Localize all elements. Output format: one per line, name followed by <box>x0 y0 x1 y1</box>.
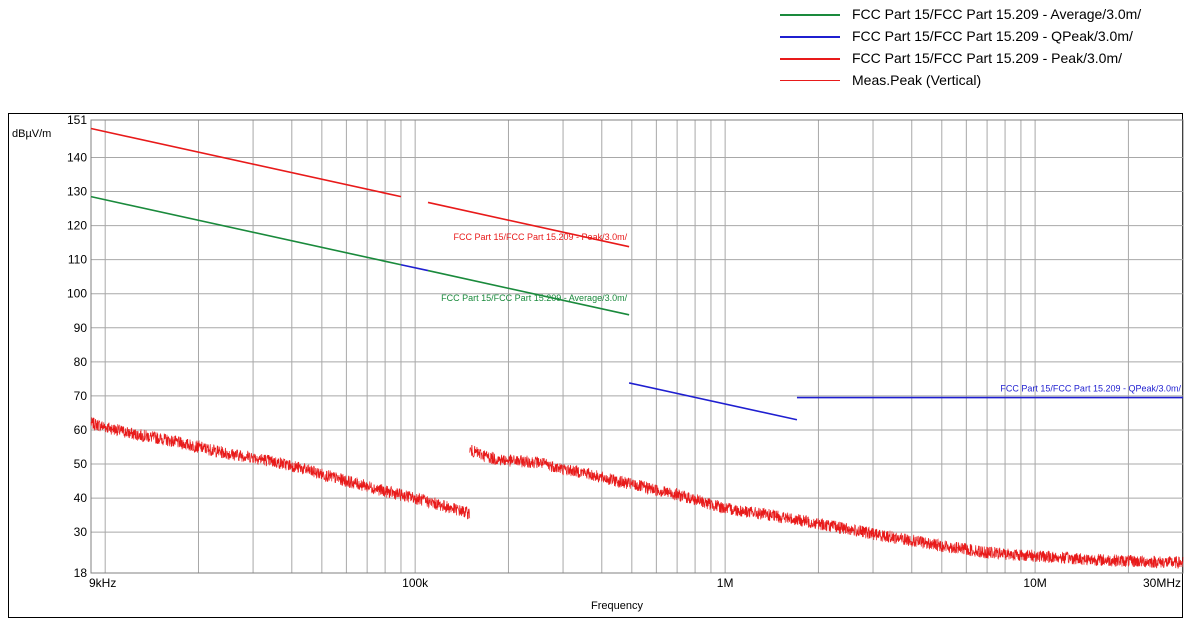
x-tick-label: 9kHz <box>89 576 116 590</box>
limit-line-peak <box>90 127 402 198</box>
y-tick-label: 100 <box>67 287 87 301</box>
legend-swatch <box>780 36 840 38</box>
x-tick-label: 100k <box>402 576 429 590</box>
meas-peak-trace <box>469 445 1184 569</box>
meas-peak-trace <box>90 417 471 520</box>
legend-label: FCC Part 15/FCC Part 15.209 - QPeak/3.0m… <box>852 28 1133 44</box>
y-tick-label: 110 <box>68 253 87 267</box>
legend-entry: FCC Part 15/FCC Part 15.209 - QPeak/3.0m… <box>780 26 1180 48</box>
y-tick-label: 30 <box>74 525 88 539</box>
plot-area-border <box>90 119 1184 574</box>
limit-line-peak <box>427 201 630 248</box>
y-tick-label: 80 <box>74 355 88 369</box>
y-tick-label: 140 <box>67 150 87 164</box>
legend-swatch <box>780 58 840 60</box>
y-tick-label: 18 <box>74 566 88 580</box>
y-tick-label: 60 <box>74 423 88 437</box>
legend-entry: FCC Part 15/FCC Part 15.209 - Average/3.… <box>780 4 1180 26</box>
legend-entry: FCC Part 15/FCC Part 15.209 - Peak/3.0m/ <box>780 48 1180 70</box>
legend-label: FCC Part 15/FCC Part 15.209 - Peak/3.0m/ <box>852 50 1122 66</box>
limit-line-average <box>427 269 630 316</box>
legend-swatch <box>780 14 840 16</box>
y-tick-label: 120 <box>67 219 87 233</box>
legend-swatch <box>780 80 840 81</box>
y-tick-label: 70 <box>74 389 88 403</box>
limit-annotation: FCC Part 15/FCC Part 15.209 - QPeak/3.0m… <box>1000 383 1181 393</box>
x-tick-label: 1M <box>717 576 734 590</box>
y-tick-label: 130 <box>67 185 87 199</box>
limit-line-qpeak <box>628 382 798 421</box>
x-axis-label: Frequency <box>591 600 643 612</box>
limit-annotation: FCC Part 15/FCC Part 15.209 - Peak/3.0m/ <box>454 232 628 242</box>
legend: FCC Part 15/FCC Part 15.209 - Average/3.… <box>780 4 1180 92</box>
legend-entry: Meas.Peak (Vertical) <box>780 70 1180 92</box>
x-tick-label: 30MHz <box>1143 576 1181 590</box>
legend-label: FCC Part 15/FCC Part 15.209 - Average/3.… <box>852 6 1142 22</box>
legend-label: Meas.Peak (Vertical) <box>852 72 982 88</box>
y-axis-label: dBµV/m <box>12 128 51 140</box>
limit-line-qpeak <box>400 263 429 272</box>
y-tick-label: 151 <box>67 113 87 127</box>
limit-annotation: FCC Part 15/FCC Part 15.209 - Average/3.… <box>441 293 627 303</box>
limit-line-average <box>90 195 402 266</box>
x-tick-label: 10M <box>1023 576 1046 590</box>
y-tick-label: 50 <box>74 457 88 471</box>
y-tick-label: 40 <box>74 491 88 505</box>
y-tick-label: 90 <box>74 321 88 335</box>
